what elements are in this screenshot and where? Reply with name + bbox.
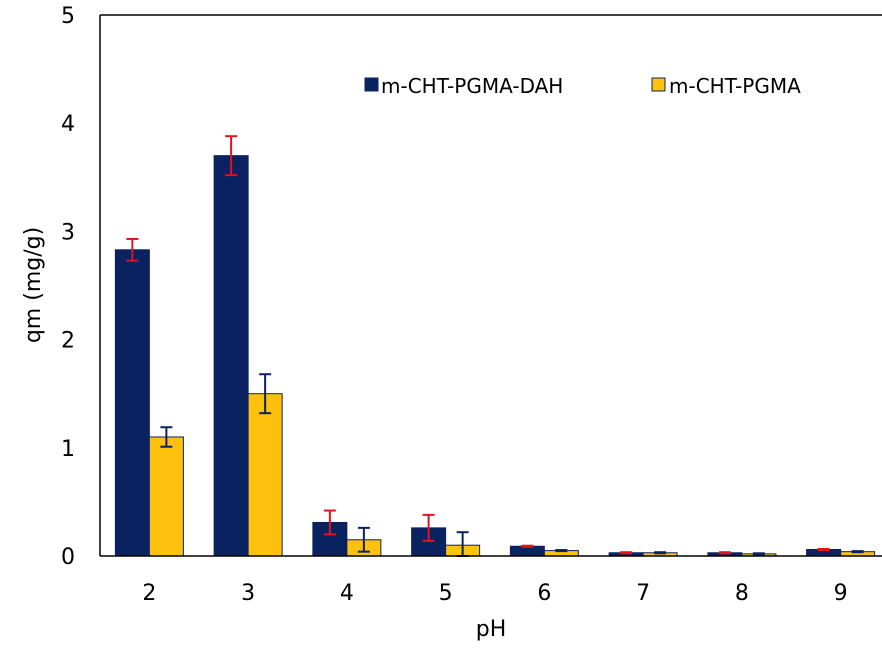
x-tick-label: 2 <box>142 581 156 606</box>
legend-swatch-m-cht-pgma-dah <box>364 77 379 92</box>
error-bar <box>654 551 667 555</box>
y-tick-label: 1 <box>61 437 75 462</box>
error-bar <box>817 547 830 552</box>
error-bar <box>851 550 864 554</box>
error-bar <box>422 513 435 542</box>
error-bar <box>555 549 568 553</box>
x-axis-title: pH <box>476 617 507 642</box>
legend-swatch-m-cht-pgma <box>651 77 666 92</box>
legend-label-m-cht-pgma: m-CHT-PGMA <box>669 74 801 98</box>
y-axis-title: qm (mg/g) <box>21 227 46 343</box>
bar-m-cht-pgma-ph-2 <box>148 436 184 557</box>
y-tick-labels: 0 1 2 3 4 5 <box>61 4 75 570</box>
legend-label-m-cht-pgma-dah: m-CHT-PGMA-DAH <box>381 74 563 98</box>
x-tick-label: 3 <box>241 581 255 606</box>
bar-m-cht-pgma-dah-ph-3 <box>213 155 249 557</box>
x-tick-label: 4 <box>340 581 354 606</box>
error-bar <box>126 237 139 262</box>
y-tick-label: 3 <box>61 220 75 245</box>
x-tick-label: 9 <box>834 581 848 606</box>
x-tick-label: 7 <box>636 581 650 606</box>
x-tick-label: 6 <box>537 581 551 606</box>
y-tick-label: 2 <box>61 329 75 354</box>
legend: m-CHT-PGMA-DAH m-CHT-PGMA <box>364 74 801 98</box>
error-bar <box>160 426 173 448</box>
bar-m-cht-pgma-dah-ph-2 <box>114 249 150 557</box>
error-bar <box>620 551 633 555</box>
x-tick-label: 5 <box>439 581 453 606</box>
error-bar <box>752 552 765 556</box>
error-bar <box>718 551 731 555</box>
y-tick-label: 0 <box>61 545 75 570</box>
error-bar <box>259 373 272 415</box>
y-tick-label: 4 <box>61 112 75 137</box>
error-bar <box>521 544 534 548</box>
error-bar <box>323 509 336 536</box>
bar-m-cht-pgma-ph-3 <box>247 393 283 557</box>
x-tick-label: 8 <box>735 581 749 606</box>
error-bar <box>225 135 238 177</box>
error-bar <box>357 526 370 553</box>
y-tick-label: 5 <box>61 4 75 29</box>
bars-layer <box>114 155 876 557</box>
x-tick-labels: 2 3 4 5 6 7 8 9 <box>142 581 847 606</box>
